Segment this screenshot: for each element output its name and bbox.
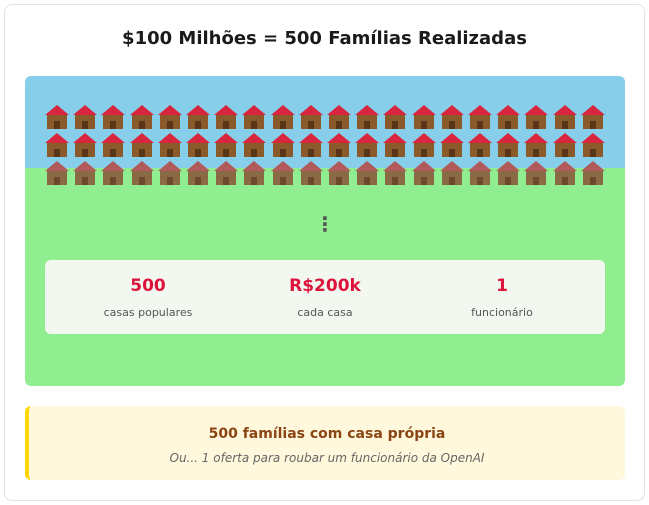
house-icon xyxy=(298,105,323,130)
more-indicator: ⋮ xyxy=(315,212,335,236)
stat-label: cada casa xyxy=(297,306,353,319)
stat-value: 1 xyxy=(496,276,508,296)
house-icon xyxy=(242,161,267,186)
house-icon xyxy=(439,161,464,186)
houses-scene: ⋮ 500 casas populares R$200k cada casa 1… xyxy=(25,76,625,386)
stat-label: funcionário xyxy=(471,306,533,319)
house-icon xyxy=(45,133,69,158)
house-icon xyxy=(242,133,267,158)
house-icon xyxy=(327,161,351,186)
house-icon xyxy=(186,105,210,130)
house-icon xyxy=(411,133,436,158)
house-icon xyxy=(129,133,154,158)
house-icon xyxy=(129,161,154,186)
house-icon xyxy=(242,105,267,130)
page-title: $100 Milhões = 500 Famílias Realizadas xyxy=(122,28,527,49)
house-icon xyxy=(468,133,492,158)
house-icon xyxy=(129,105,154,130)
house-icon xyxy=(45,161,69,186)
house-icon xyxy=(524,133,549,158)
house-icon xyxy=(327,105,351,130)
house-icon xyxy=(552,133,577,158)
house-icon xyxy=(355,161,380,186)
house-icon xyxy=(157,161,182,186)
house-icon xyxy=(214,161,239,186)
house-icon xyxy=(580,161,605,186)
house-icon xyxy=(73,133,98,158)
house-icon xyxy=(298,161,323,186)
house-icon xyxy=(411,161,436,186)
house-icon xyxy=(355,105,380,130)
house-icon xyxy=(439,105,464,130)
callout-box: 500 famílias com casa própria Ou... 1 of… xyxy=(25,406,625,480)
stats-panel: 500 casas populares R$200k cada casa 1 f… xyxy=(45,260,605,334)
house-icon xyxy=(524,161,549,186)
house-icon xyxy=(355,133,380,158)
house-icon xyxy=(157,133,182,158)
house-icon xyxy=(580,105,605,130)
house-icon xyxy=(270,161,295,186)
callout-headline: 500 famílias com casa própria xyxy=(208,426,446,442)
house-icon xyxy=(383,133,408,158)
house-icon xyxy=(468,161,492,186)
house-icon xyxy=(468,105,492,130)
house-icon xyxy=(383,105,408,130)
house-icon xyxy=(73,105,98,130)
house-icon xyxy=(411,105,436,130)
house-icon xyxy=(157,105,182,130)
house-icon xyxy=(270,105,295,130)
house-icon xyxy=(270,133,295,158)
house-icon xyxy=(73,161,98,186)
house-icon xyxy=(298,133,323,158)
house-icon xyxy=(524,105,549,130)
callout-subtext: Ou... 1 oferta para roubar um funcionári… xyxy=(169,451,485,465)
house-icon xyxy=(552,161,577,186)
house-icon xyxy=(186,133,210,158)
house-icon xyxy=(45,105,69,130)
stat-value: 500 xyxy=(130,276,166,296)
house-icon xyxy=(101,133,126,158)
house-icon xyxy=(383,161,408,186)
house-icon xyxy=(101,161,126,186)
house-icon xyxy=(214,133,239,158)
house-icon xyxy=(214,105,239,130)
house-icon xyxy=(552,105,577,130)
house-icon xyxy=(186,161,210,186)
house-icon xyxy=(580,133,605,158)
stat-label: casas populares xyxy=(103,306,193,319)
stat-value: R$200k xyxy=(289,276,361,296)
house-icon xyxy=(496,105,521,130)
house-icon xyxy=(496,133,521,158)
house-icon xyxy=(496,161,521,186)
house-icon xyxy=(327,133,351,158)
house-icon xyxy=(439,133,464,158)
house-icon xyxy=(101,105,126,130)
